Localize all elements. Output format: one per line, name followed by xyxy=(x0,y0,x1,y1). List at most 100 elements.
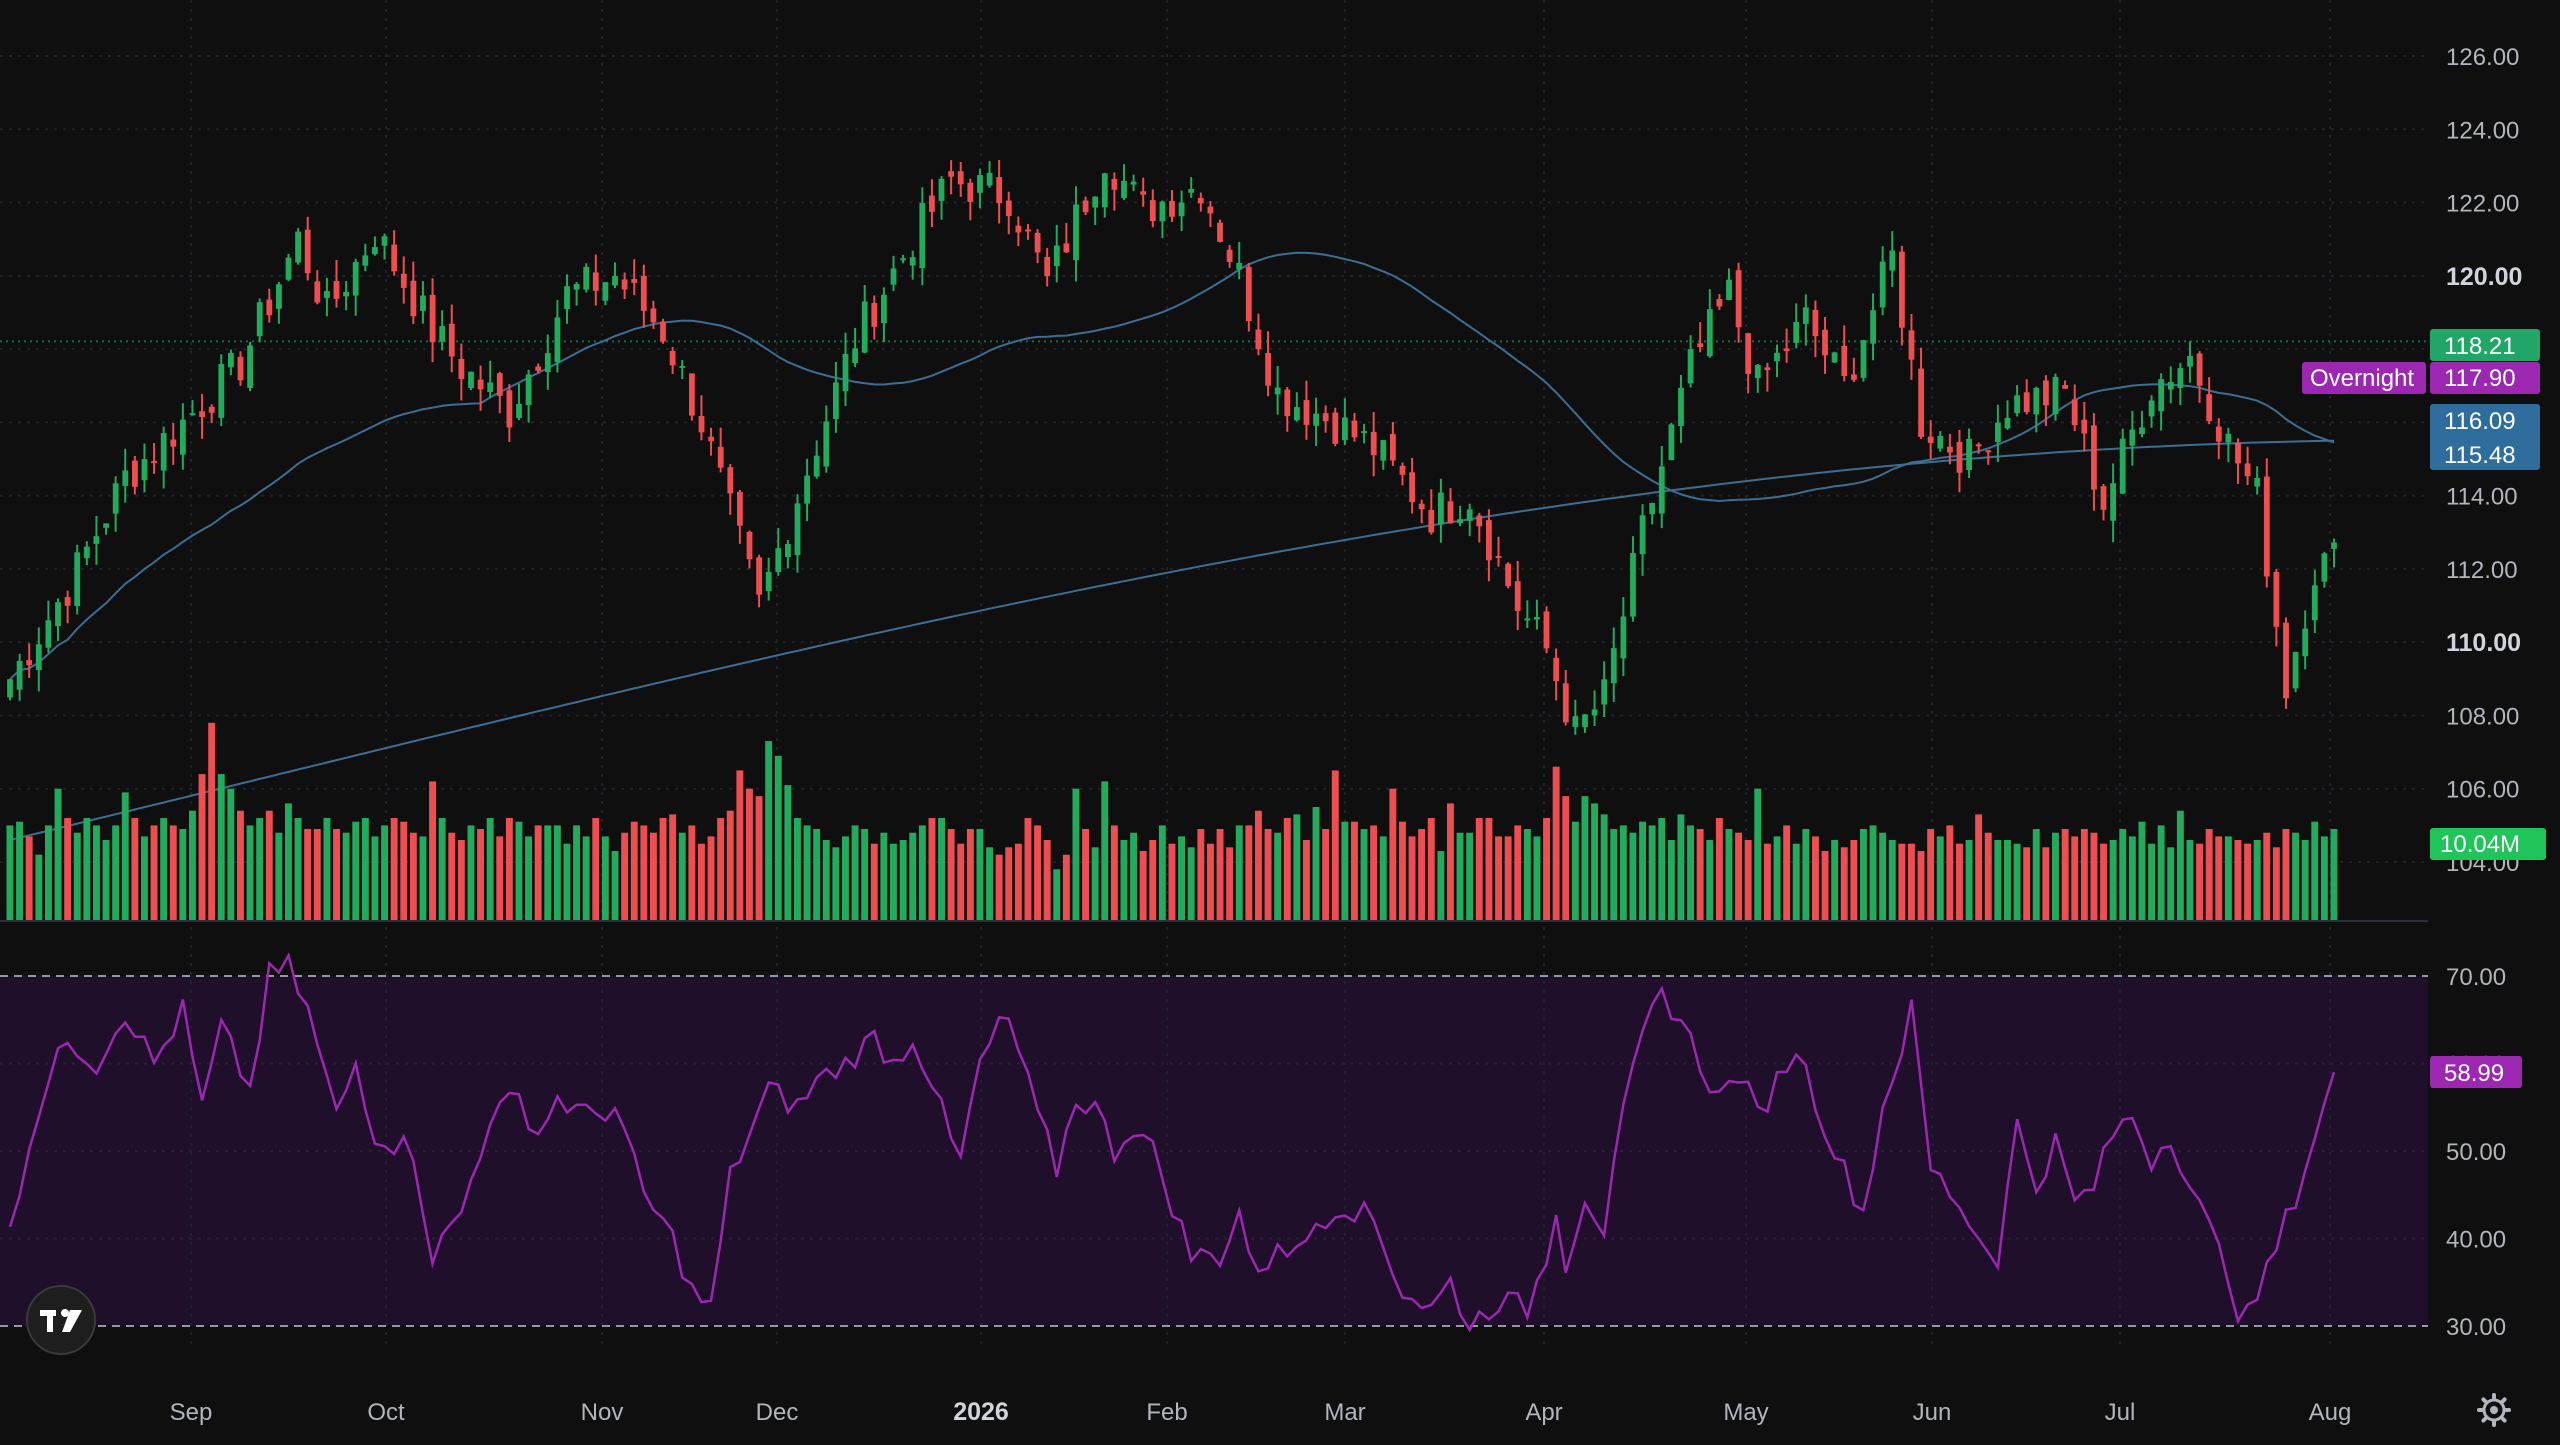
candle-body xyxy=(804,475,810,504)
volume-bar xyxy=(2263,832,2271,921)
rsi-tick-label: 30.00 xyxy=(2446,1314,2506,1341)
volume-bar xyxy=(2119,829,2127,921)
volume-bar xyxy=(832,847,840,921)
volume-bar xyxy=(688,825,696,921)
gear-icon[interactable] xyxy=(2477,1393,2511,1427)
volume-bar xyxy=(2071,836,2079,921)
volume-bar xyxy=(1523,829,1531,921)
volume-bar xyxy=(1984,832,1992,921)
volume-bar xyxy=(1207,843,1214,921)
candle-body xyxy=(1802,307,1809,324)
candle-body xyxy=(2263,476,2270,577)
volume-bar xyxy=(294,818,302,921)
candle-body xyxy=(468,371,474,389)
candle-body xyxy=(2023,392,2030,413)
candle-body xyxy=(2244,463,2251,477)
candle-body xyxy=(1601,679,1608,705)
volume-bar xyxy=(2080,829,2088,921)
candle-body xyxy=(64,597,71,606)
volume-bar xyxy=(54,788,62,921)
candle-body xyxy=(823,421,830,467)
volume-bar xyxy=(1812,836,1819,921)
volume-bar xyxy=(2100,843,2107,921)
candle-body xyxy=(141,459,148,481)
candle-body xyxy=(1879,261,1886,308)
volume-bar xyxy=(2167,847,2175,921)
volume-bar xyxy=(918,825,926,921)
candle-body xyxy=(1860,340,1867,378)
tradingview-logo-icon[interactable] xyxy=(26,1285,96,1355)
volume-bar xyxy=(1744,840,1752,921)
candle-body xyxy=(1822,329,1828,356)
volume-bar xyxy=(371,836,379,921)
candle-body xyxy=(314,281,321,303)
volume-bar xyxy=(1965,840,1973,921)
volume-bar xyxy=(275,832,283,921)
candle-body xyxy=(1543,611,1550,649)
candle-body xyxy=(1361,431,1367,434)
candle-body xyxy=(381,236,388,246)
volume-bar xyxy=(1274,832,1282,921)
candle-body xyxy=(2215,426,2222,442)
candle-body xyxy=(1380,440,1387,461)
price-tick-label: 108.00 xyxy=(2446,704,2519,731)
candle-body xyxy=(1774,352,1780,362)
svg-text:58.99: 58.99 xyxy=(2444,1060,2504,1087)
time-axis[interactable]: Sep Oct Nov Dec 2026 Feb Mar Apr May Jun Jul Aug xyxy=(170,1398,2352,1426)
candle-body xyxy=(132,460,138,487)
candle-body xyxy=(1284,389,1291,417)
candle-body xyxy=(1409,472,1415,503)
volume-bar xyxy=(755,796,763,921)
volume-bar xyxy=(381,825,388,921)
candle-body xyxy=(448,323,455,357)
candle-body xyxy=(612,276,618,286)
candle-body xyxy=(2091,425,2097,490)
candle-body xyxy=(909,257,916,266)
candle-body xyxy=(83,546,90,559)
candle-body xyxy=(199,411,205,417)
overnight-tag: Overnight xyxy=(2302,362,2426,394)
volume-bar xyxy=(1495,836,1502,921)
candle-body xyxy=(727,467,734,494)
volume-bar xyxy=(803,825,811,921)
candle-body xyxy=(1245,266,1252,322)
candle-body xyxy=(967,182,974,202)
volume-bar xyxy=(563,843,571,921)
volume-bar xyxy=(333,829,340,921)
volume-bar xyxy=(1667,840,1675,921)
svg-text:117.90: 117.90 xyxy=(2444,365,2516,392)
candle-body xyxy=(1390,433,1396,461)
price-tick-label: 124.00 xyxy=(2446,117,2519,144)
volume-bar xyxy=(1879,832,1887,921)
candle-body xyxy=(2062,385,2068,389)
candle-body xyxy=(1274,387,1281,395)
candle-body xyxy=(218,364,225,418)
candle-body xyxy=(746,532,753,560)
volume-bar xyxy=(890,843,897,921)
candle-body xyxy=(1255,329,1262,350)
volume-bar xyxy=(1082,829,1089,921)
candle-body xyxy=(785,544,791,558)
volume-bar xyxy=(976,829,984,921)
volume-bar xyxy=(2292,832,2299,921)
candle-body xyxy=(996,177,1003,204)
candle-body xyxy=(112,483,119,514)
price-tick-label: 126.00 xyxy=(2446,44,2519,71)
volume-bar xyxy=(1687,825,1694,921)
volume-bar xyxy=(534,825,542,921)
candle-body xyxy=(890,268,897,285)
candle-body xyxy=(2206,394,2213,422)
volume-bar xyxy=(1005,847,1013,921)
volume-bar xyxy=(400,821,408,921)
candle-body xyxy=(929,195,935,212)
volume-bar xyxy=(553,825,561,921)
candle-body xyxy=(1226,249,1233,262)
volume-bar xyxy=(1783,825,1791,921)
volume-bar xyxy=(1091,847,1099,921)
candle-body xyxy=(1351,420,1358,438)
candle-body xyxy=(420,295,426,311)
candle-body xyxy=(1140,191,1147,195)
volume-bar xyxy=(313,829,321,921)
